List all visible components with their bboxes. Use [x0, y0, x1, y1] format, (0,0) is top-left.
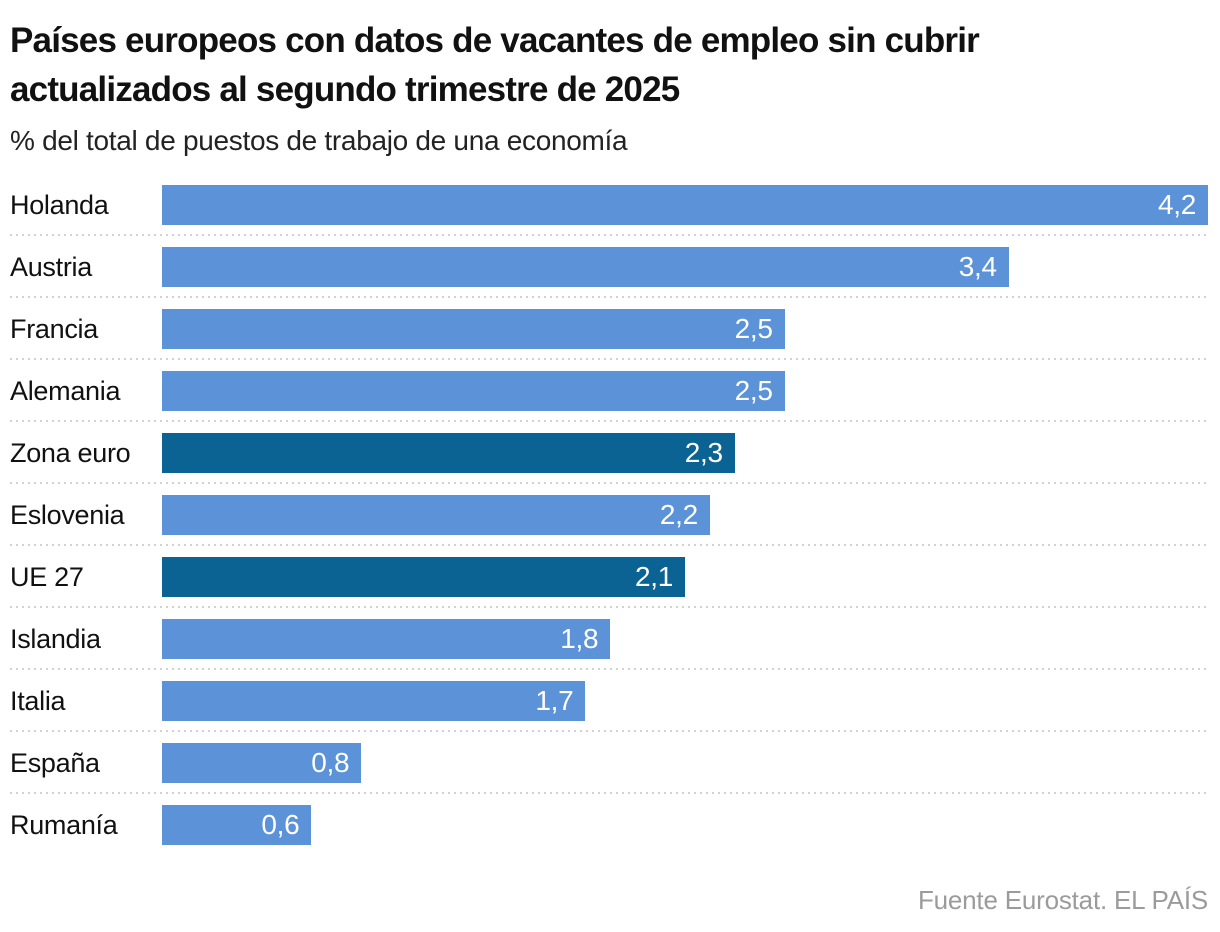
value-label: 2,3 — [684, 437, 723, 468]
country-label: Islandia — [10, 623, 101, 654]
bar-track: 0,6 — [162, 805, 1208, 845]
bar-row: Holanda 4,2 — [10, 185, 1208, 247]
value-label: 2,2 — [659, 499, 698, 530]
country-label: Italia — [10, 685, 66, 716]
bar-track: 2,1 — [162, 557, 1208, 597]
value-bar: 0,8 — [162, 743, 362, 783]
value-bar: 1,8 — [162, 619, 611, 659]
bar-row: Francia 2,5 — [10, 309, 1208, 371]
bar-row: Islandia 1,8 — [10, 619, 1208, 681]
bar-track: 2,3 — [162, 433, 1208, 473]
value-label: 1,7 — [535, 685, 574, 716]
bar-row: España 0,8 — [10, 743, 1208, 805]
value-bar: 2,5 — [162, 309, 785, 349]
value-label: 0,6 — [261, 809, 300, 840]
value-label: 2,1 — [634, 561, 673, 592]
country-label: Rumanía — [10, 809, 118, 840]
value-label: 1,8 — [560, 623, 599, 654]
bar-track: 2,5 — [162, 309, 1208, 349]
country-label: Zona euro — [10, 437, 131, 468]
country-label: Alemania — [10, 375, 121, 406]
bar-rows: Holanda 4,2 Austria 3,4 Francia 2,5 — [10, 185, 1208, 867]
bar-row: Alemania 2,5 — [10, 371, 1208, 433]
value-bar: 3,4 — [162, 247, 1009, 287]
bar-row: Zona euro 2,3 — [10, 433, 1208, 495]
bar-track: 3,4 — [162, 247, 1208, 287]
bar-row: UE 27 2,1 — [10, 557, 1208, 619]
value-label: 4,2 — [1157, 189, 1196, 220]
country-label: Holanda — [10, 189, 109, 220]
value-bar: 2,3 — [162, 433, 735, 473]
value-label: 2,5 — [734, 313, 773, 344]
value-label: 3,4 — [958, 251, 997, 282]
bar-track: 1,7 — [162, 681, 1208, 721]
value-bar: 2,5 — [162, 371, 785, 411]
bar-track: 2,5 — [162, 371, 1208, 411]
value-bar: 2,2 — [162, 495, 710, 535]
bar-track: 0,8 — [162, 743, 1208, 783]
bar-track: 1,8 — [162, 619, 1208, 659]
footer-source: Fuente Eurostat — [917, 885, 1100, 915]
value-bar: 2,1 — [162, 557, 685, 597]
country-label: Francia — [10, 313, 98, 344]
value-bar: 0,6 — [162, 805, 312, 845]
bar-track: 4,2 — [162, 185, 1208, 225]
value-label: 2,5 — [734, 375, 773, 406]
value-bar: 4,2 — [162, 185, 1208, 225]
bar-track: 2,2 — [162, 495, 1208, 535]
page-title: Países europeos con datos de vacantes de… — [10, 16, 1208, 114]
bar-row: Eslovenia 2,2 — [10, 495, 1208, 557]
country-label: Austria — [10, 251, 92, 282]
chart-subtitle: % del total de puestos de trabajo de una… — [10, 125, 628, 156]
chart-footer: Fuente Eurostat. EL PAÍS — [918, 885, 1208, 916]
value-label: 0,8 — [311, 747, 350, 778]
bar-row: Italia 1,7 — [10, 681, 1208, 743]
country-label: UE 27 — [10, 561, 84, 592]
bar-row: Rumanía 0,6 — [10, 805, 1208, 867]
bar-chart: Holanda 4,2 Austria 3,4 Francia 2,5 — [10, 185, 1208, 867]
footer-brand: . EL PAÍS — [1099, 885, 1208, 915]
bar-row: Austria 3,4 — [10, 247, 1208, 309]
title-line-2: actualizados al segundo trimestre de 202… — [10, 70, 680, 109]
title-line-1: Países europeos con datos de vacantes de… — [10, 21, 980, 60]
country-label: Eslovenia — [10, 499, 125, 530]
value-bar: 1,7 — [162, 681, 586, 721]
country-label: España — [10, 747, 100, 778]
